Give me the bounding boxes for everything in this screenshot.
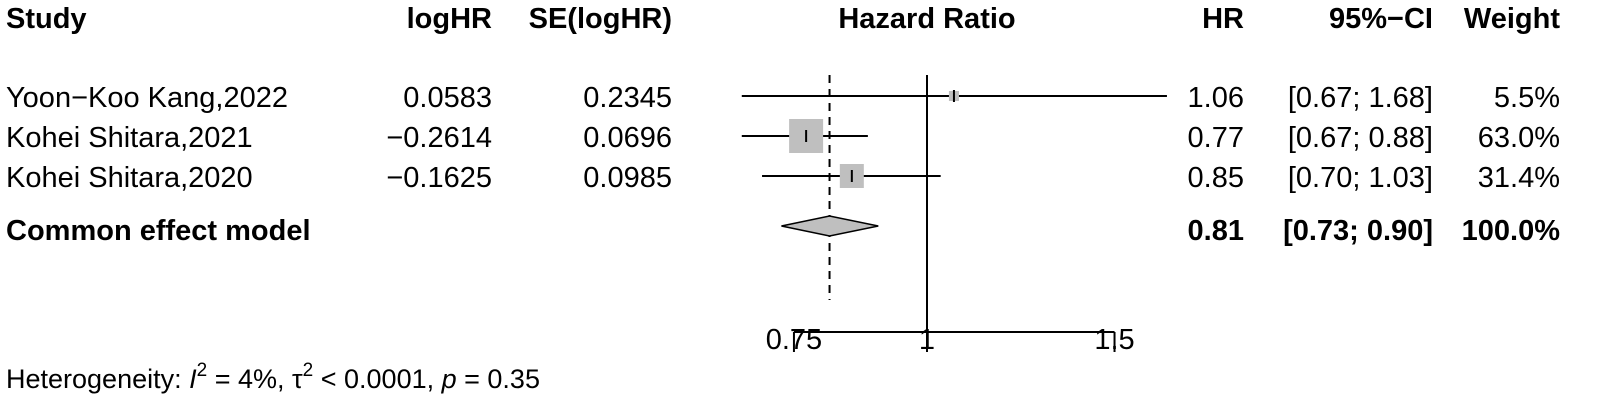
het-i-sup: 2 [197, 360, 208, 381]
pooled-row: Common effect model 0.81 [0.73; 0.90] 10… [6, 215, 1560, 247]
study-row: Kohei Shitara,2021 −0.2614 0.0696 0.77 [… [6, 122, 1560, 154]
header-se: SE(logHR) [529, 3, 672, 35]
study-loghr: 0.0583 [403, 82, 492, 114]
study-hr: 0.77 [1188, 122, 1244, 154]
header-hazard-ratio: Hazard Ratio [838, 3, 1015, 35]
study-loghr: −0.1625 [386, 162, 492, 194]
pooled-ci: [0.73; 0.90] [1283, 215, 1433, 247]
study-ci: [0.67; 1.68] [1288, 82, 1433, 114]
plot-area: 0.75 1 1.5 [741, 75, 1167, 356]
het-i-symbol: I [189, 364, 197, 394]
pooled-hr: 0.81 [1188, 215, 1244, 247]
study-weight: 63.0% [1478, 122, 1560, 154]
het-p-value: = 0.35 [457, 364, 540, 394]
het-tau-symbol: τ [292, 364, 303, 394]
study-ci: [0.70; 1.03] [1288, 162, 1433, 194]
study-se: 0.0985 [583, 162, 672, 194]
het-tau-value: < 0.0001, [313, 364, 441, 394]
header-weight: Weight [1464, 3, 1560, 35]
pooled-diamond [781, 215, 879, 237]
study-row: Kohei Shitara,2020 −0.1625 0.0985 0.85 [… [6, 162, 1560, 194]
study-hr: 0.85 [1188, 162, 1244, 194]
study-se: 0.0696 [583, 122, 672, 154]
het-i-value: = 4%, [207, 364, 292, 394]
header-loghr: logHR [407, 3, 492, 35]
study-hr: 1.06 [1188, 82, 1244, 114]
pooled-weight: 100.0% [1462, 215, 1561, 247]
header-ci: 95%−CI [1329, 3, 1433, 35]
study-se: 0.2345 [583, 82, 672, 114]
x-tick-label: 0.75 [766, 324, 822, 356]
het-p-symbol: p [441, 364, 457, 394]
het-tau-sup: 2 [303, 360, 314, 381]
study-ci: [0.67; 0.88] [1288, 122, 1433, 154]
x-tick-label: 1.5 [1094, 324, 1134, 356]
header-hr: HR [1202, 3, 1244, 35]
heterogeneity-text: Heterogeneity: I2 = 4%, τ2 < 0.0001, p =… [6, 360, 540, 394]
study-weight: 5.5% [1494, 82, 1560, 114]
header-study: Study [6, 3, 87, 35]
x-tick-label: 1 [919, 324, 935, 356]
het-prefix: Heterogeneity: [6, 364, 189, 394]
study-weight: 31.4% [1478, 162, 1560, 194]
study-row: Yoon−Koo Kang,2022 0.0583 0.2345 1.06 [0… [6, 82, 1560, 114]
study-name: Kohei Shitara,2020 [6, 162, 253, 194]
study-name: Yoon−Koo Kang,2022 [6, 82, 288, 114]
study-name: Kohei Shitara,2021 [6, 122, 253, 154]
study-loghr: −0.2614 [386, 122, 492, 154]
pooled-label: Common effect model [6, 215, 311, 247]
